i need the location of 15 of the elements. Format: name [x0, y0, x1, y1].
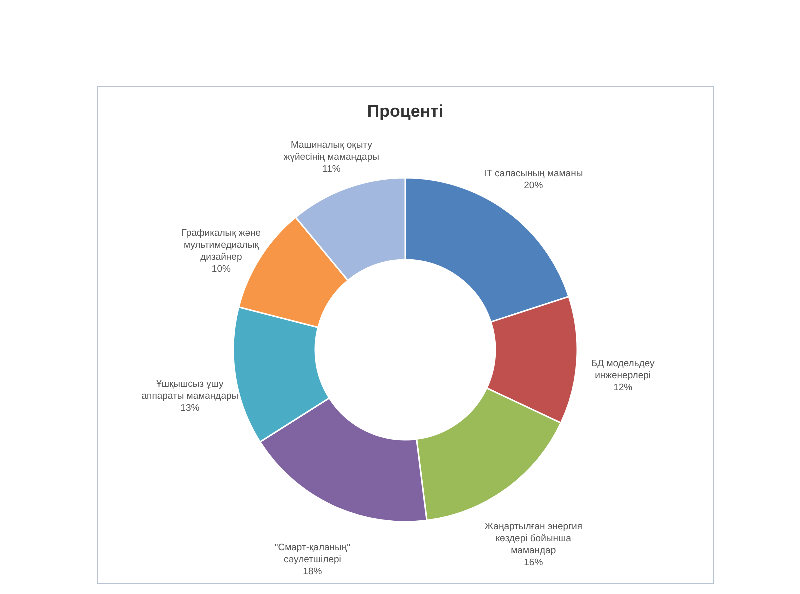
chart-title: Проценті	[367, 102, 444, 121]
slice-label: Жаңартылған энергия көздері бойынша мамандар	[484, 521, 582, 556]
data-label: 20%	[524, 180, 544, 192]
slice-label: IT саласының маманы	[484, 168, 584, 180]
data-label: 10%	[212, 264, 232, 276]
slice-label: "Смарт-қаланың" сәулетшілері	[274, 542, 350, 566]
slice-label: Машиналық оқыту жүйесінің мамандары	[284, 140, 380, 163]
data-label: 16%	[524, 557, 544, 568]
data-label: 18%	[303, 566, 323, 578]
slice-label: Ұшқышсыз ұшу аппараты мамандары	[142, 379, 239, 402]
data-label: 12%	[614, 382, 634, 394]
data-label: 11%	[322, 164, 342, 175]
slice-label: БД модельдеу инженерлері	[591, 358, 656, 382]
slice-label: Графикалық және мультимедиалық дизайнер	[182, 228, 262, 264]
data-label: 13%	[180, 403, 200, 414]
